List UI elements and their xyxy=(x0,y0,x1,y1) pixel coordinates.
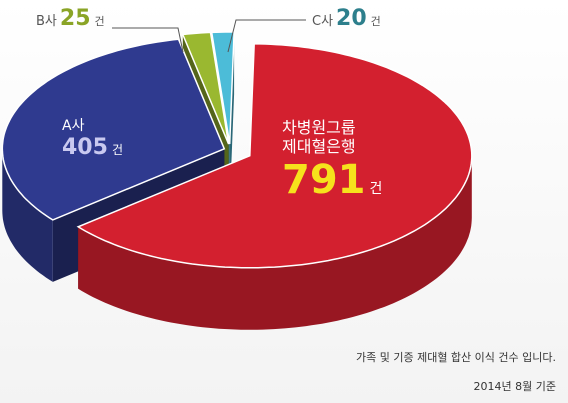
slice-label: 차병원그룹 제대혈은행 791 건 xyxy=(282,118,382,204)
leader-line xyxy=(112,27,184,53)
category-label: B사 xyxy=(36,14,57,29)
value-row: 791 건 xyxy=(282,156,382,204)
slice-wall xyxy=(2,148,53,282)
pie-slice xyxy=(76,43,473,330)
slice-label: B사 25 건 xyxy=(36,6,105,32)
slice-top xyxy=(181,31,230,145)
category-label: A사 xyxy=(62,118,85,134)
value-unit: 건 xyxy=(111,142,123,157)
footnote: 2014년 8월 기준 xyxy=(473,380,556,393)
category-label: 차병원그룹 제대혈은행 xyxy=(282,118,356,157)
value-row: 20 건 xyxy=(336,6,381,32)
slice-top xyxy=(76,43,473,269)
value-row: 405 건 xyxy=(62,135,123,161)
slice-wall xyxy=(78,155,472,330)
value-unit: 건 xyxy=(369,181,383,198)
value-label: 791 xyxy=(282,157,366,204)
value-unit: 건 xyxy=(370,15,381,28)
slice-top xyxy=(1,38,226,221)
slice-label: A사 405 건 xyxy=(62,118,123,161)
value-label: 405 xyxy=(62,134,108,160)
footnote: 가족 및 기증 제대혈 합산 이식 건수 입니다. xyxy=(355,351,556,364)
value-row: 25 건 xyxy=(60,6,105,32)
leader-line xyxy=(227,19,306,53)
slice-label: C사 20 건 xyxy=(312,6,381,32)
value-unit: 건 xyxy=(94,15,105,28)
value-label: 25 xyxy=(59,6,91,31)
value-label: 20 xyxy=(336,6,367,31)
category-label: C사 xyxy=(312,14,334,29)
